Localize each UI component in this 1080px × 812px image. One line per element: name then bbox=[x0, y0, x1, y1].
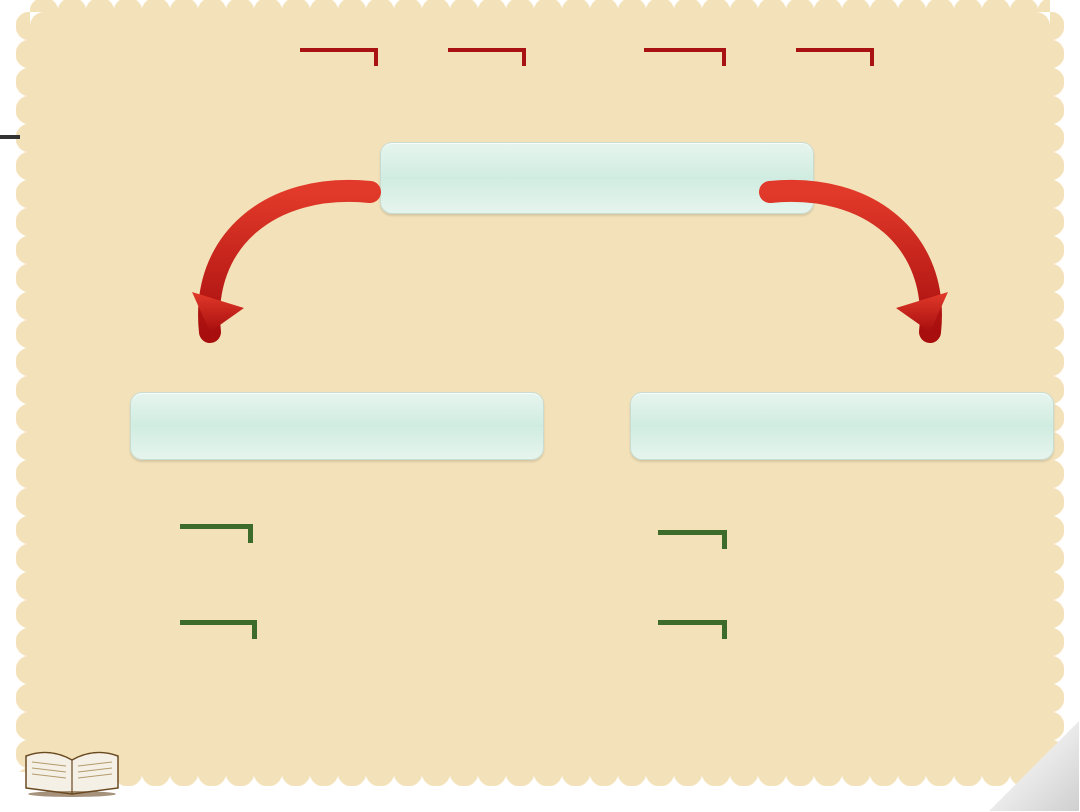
title-prefix-bracket-3 bbox=[644, 48, 726, 66]
left-accent-mark bbox=[0, 135, 20, 139]
condition-unstressed-pill bbox=[130, 392, 544, 460]
title-prefix-bracket-4 bbox=[796, 48, 874, 66]
arrow-right-icon bbox=[750, 172, 960, 392]
example-prefix-bracket-2 bbox=[180, 620, 257, 639]
arrow-left-icon bbox=[180, 172, 390, 392]
parchment-panel bbox=[30, 12, 1050, 772]
title-prefix-bracket-1 bbox=[300, 48, 378, 66]
example-prefix-bracket-4 bbox=[658, 620, 727, 639]
title-prefix-bracket-2 bbox=[448, 48, 526, 66]
example-prefix-bracket-1 bbox=[180, 524, 253, 543]
writes-pill bbox=[380, 142, 814, 214]
condition-stressed-pill bbox=[630, 392, 1054, 460]
example-prefix-bracket-3 bbox=[658, 530, 727, 549]
slide-stage bbox=[0, 0, 1080, 812]
book-icon bbox=[22, 744, 122, 798]
